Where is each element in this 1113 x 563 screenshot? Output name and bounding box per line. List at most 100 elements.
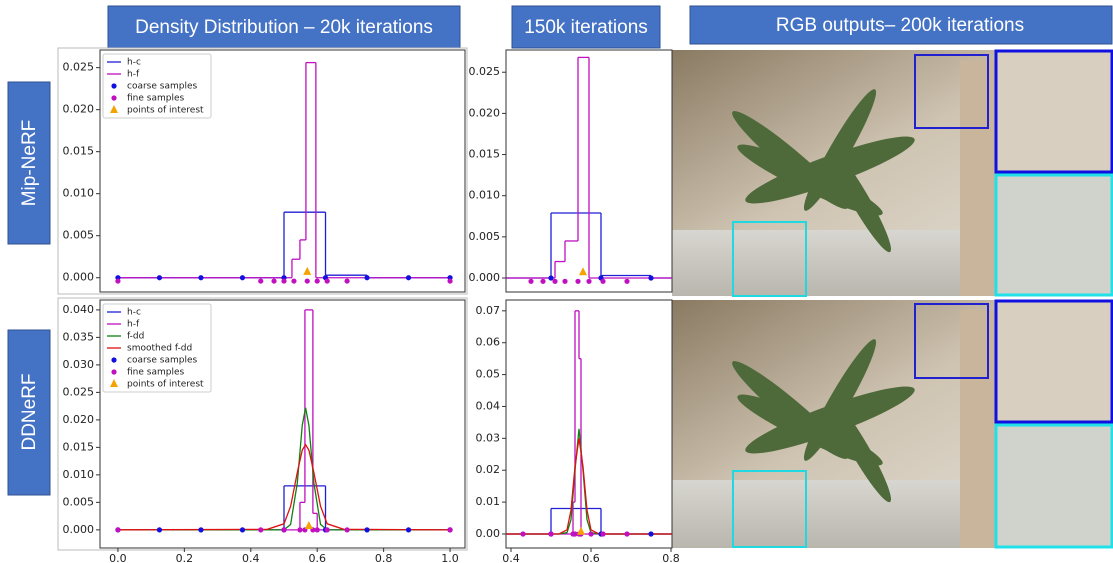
sample-point [405,527,412,533]
x-tick-label: 0.0 [109,552,127,563]
sample-point [548,531,554,537]
sample-point [156,527,163,533]
x-tick-label: 1.0 [441,552,459,563]
legend-frame [102,53,212,119]
sample-point [552,278,558,284]
y-tick-label: 0.02 [476,463,501,476]
legend-label: h-c [127,308,141,318]
density-curve [506,428,672,535]
sample-point [648,275,654,281]
chart: 0.00 0.01 0.02 0.03 0.04 0.05 0.06 0.07 0.4 0.6 0.… [476,299,680,563]
y-tick-label: 0.020 [63,103,95,116]
sample-point [624,278,630,284]
sample-point [115,278,121,284]
sample-point [405,275,412,281]
photo-planter [672,480,1002,548]
y-tick-label: 0.005 [63,229,95,242]
photo-column [960,310,1000,548]
y-tick-label: 0.05 [476,368,501,381]
density-curve [117,443,451,531]
y-tick-label: 0.010 [63,468,95,481]
sample-point [198,275,204,281]
legend-label: coarse samples [127,356,197,366]
photo-plant [732,89,915,253]
x-tick-label: 0.4 [502,552,520,563]
header: RGB outputs– 200k iterations [776,15,1024,36]
legend-label: points of interest [127,380,204,390]
legend-swatch [111,369,117,375]
sample-point [156,275,163,281]
header-box [689,5,1113,45]
sample-point [281,527,287,533]
y-tick-label: 0.07 [476,304,501,317]
y-tick-label: 0.030 [63,358,95,371]
sample-point [344,527,350,533]
y-tick-label: 0.04 [476,399,501,412]
sample-point [600,531,606,537]
row-box [7,81,51,245]
legend-label: f-dd [127,332,144,342]
sample-point [648,531,654,537]
y-tick-label: 0.025 [63,385,95,398]
sample-point [239,527,246,533]
sample-point [447,278,453,284]
sample-point [324,527,330,533]
legend-label: h-c [127,58,141,68]
y-tick-label: 0.010 [63,187,95,200]
sample-point [447,527,453,533]
sample-point [314,278,320,284]
legend-label: h-f [127,70,140,80]
chart: 0.000 0.005 0.010 0.015 0.020 0.025 0.030 0.035… [63,299,466,563]
panel-frame [57,47,468,295]
y-tick-label: 0.005 [469,230,501,243]
y-tick-label: 0.015 [63,145,95,158]
zoom-box [732,221,807,297]
sample-point [271,278,277,284]
x-tick-label: 0.6 [308,552,326,563]
sample-point [258,527,264,533]
y-tick-label: 0.000 [63,271,95,284]
sample-point [314,527,320,533]
sample-point [600,278,606,284]
x-tick-label: 0.2 [176,552,194,563]
photo-planter [672,230,1002,296]
legend-swatch [111,357,117,363]
plot-area [115,61,453,284]
y-tick-label: 0.015 [63,440,95,453]
zoom-panel [994,423,1113,549]
plot-frame [505,299,673,549]
interest-point [303,266,312,275]
sample-point [364,275,370,281]
chart: 0.000 0.005 0.010 0.015 0.020 0.025 h-c h-f coar… [63,49,466,293]
x-tick-label: 0.8 [662,552,680,563]
interest-point [579,267,587,276]
y-tick-label: 0.000 [469,271,501,284]
row-label: DDNeRF [19,373,40,450]
y-tick-label: 0.025 [63,61,95,74]
zoom-panel [994,173,1113,297]
interest-point [304,521,313,530]
legend-label: h-f [127,320,140,330]
sample-point [344,278,350,284]
interest-point [577,526,585,535]
y-tick-label: 0.06 [476,336,501,349]
photo-plant [732,339,915,503]
header: 150k iterations [524,17,648,38]
plot-area [506,56,672,284]
zoom-box [732,470,807,548]
legend-label: smoothed f-dd [127,344,192,354]
sample-point [586,278,592,284]
plot-area [115,309,453,533]
sample-point [520,531,526,537]
y-tick-label: 0.01 [476,495,501,508]
y-tick-label: 0.040 [63,303,95,316]
y-tick-label: 0.010 [469,189,501,202]
sample-point [198,527,204,533]
sample-point [239,275,246,281]
legend-swatch [111,95,117,101]
legend-swatch [110,105,118,113]
sample-point [575,278,581,284]
zoom-box [914,303,989,379]
y-tick-label: 0.025 [469,65,501,78]
plot-area [506,310,672,537]
